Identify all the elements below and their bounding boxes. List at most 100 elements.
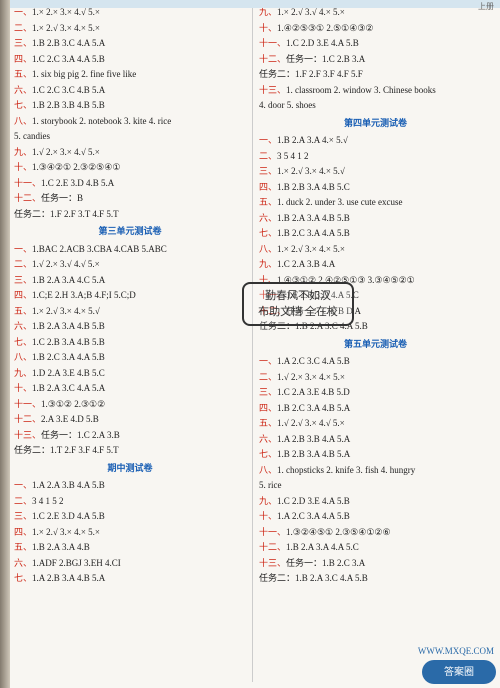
row-text: 1.A 2.B 3.B 4.A 5.A <box>277 434 350 444</box>
answer-row: 任务二：1.B 2.A 3.C 4.A 5.B <box>259 572 492 586</box>
row-number: 四、 <box>14 290 32 300</box>
row-text: 1.④②⑤③① 2.⑤①④③② <box>277 23 373 33</box>
row-number: 四、 <box>259 403 277 413</box>
row-text: 1.C 2.D 3.E 4.A 5.B <box>277 496 350 506</box>
answer-row: 六、1.B 2.A 3.A 4.B 5.B <box>259 212 492 226</box>
row-number: 一、 <box>14 244 32 254</box>
answer-row: 三、1.B 2.A 3.A 4.C 5.A <box>14 274 246 288</box>
page-spine <box>0 0 10 688</box>
row-number: 七、 <box>14 573 32 583</box>
row-text: 1.A 2.A 3.B 4.A 5.B <box>32 480 105 490</box>
row-text: 1.③④②① 2.③②⑤④① <box>32 162 120 172</box>
stamp-line2: 布助文档 全在校 <box>258 304 338 321</box>
answer-row: 一、1.A 2.A 3.B 4.A 5.B <box>14 479 246 493</box>
answer-row: 六、1.ADF 2.BGJ 3.EH 4.CI <box>14 557 246 571</box>
answer-row: 二、1.× 2.√ 3.× 4.× 5.× <box>14 22 246 36</box>
answer-row: 十三、任务一：1.B 2.C 3.A <box>259 557 492 571</box>
answer-row: 九、1.√ 2.× 3.× 4.√ 5.× <box>14 146 246 160</box>
row-text: 1.③①② 2.③①② <box>41 399 105 409</box>
row-text: 2.A 3.E 4.D 5.B <box>41 414 99 424</box>
row-text: 1.A 2.C 3.A 4.A 5.B <box>277 511 350 521</box>
row-number: 八、 <box>259 244 277 254</box>
row-number: 六、 <box>259 434 277 444</box>
row-number: 一、 <box>14 7 32 17</box>
row-number: 九、 <box>14 368 32 378</box>
top-right-label: 上册 <box>472 0 500 14</box>
row-text: 1.C 2.C 3.C 4.B 5.A <box>32 85 105 95</box>
row-text: 任务一：1.B 2.C 3.A <box>286 558 365 568</box>
watermark-badge: 答案圈 <box>422 660 496 684</box>
answer-row: 任务二：1.T 2.F 3.F 4.F 5.T <box>14 444 246 458</box>
answer-row: 八、1. storybook 2. notebook 3. kite 4. ri… <box>14 115 246 129</box>
row-number: 十、 <box>259 23 277 33</box>
row-number: 二、 <box>14 259 32 269</box>
row-number: 九、 <box>14 147 32 157</box>
row-number: 五、 <box>259 197 277 207</box>
row-text: 任务二：1.F 2.F 3.F 4.F 5.F <box>259 69 363 79</box>
row-number: 九、 <box>259 259 277 269</box>
answer-row: 十三、1. classroom 2. window 3. Chinese boo… <box>259 84 492 98</box>
row-text: 1.B 2.A 3.A 4.B 5.B <box>277 213 350 223</box>
answer-row: 五、1.B 2.A 3.A 4.B <box>14 541 246 555</box>
watermark-url: WWW.MXQE.COM <box>418 645 494 659</box>
row-text: 1.√ 2.× 3.× 4.× 5.× <box>277 372 345 382</box>
row-number: 十三、 <box>259 85 286 95</box>
answer-row: 三、1.C 2.E 3.D 4.A 5.B <box>14 510 246 524</box>
row-number: 十二、 <box>259 542 286 552</box>
row-number: 十一、 <box>14 178 41 188</box>
row-number: 十二、 <box>14 414 41 424</box>
row-number: 八、 <box>14 352 32 362</box>
row-text: 4. door 5. shoes <box>259 100 316 110</box>
row-number: 六、 <box>14 558 32 568</box>
row-number: 一、 <box>14 480 32 490</box>
row-number: 十、 <box>259 511 277 521</box>
row-text: 1.③②④⑤① 2.③⑤④①②⑥ <box>286 527 391 537</box>
answer-row: 十一、1.③②④⑤① 2.③⑤④①②⑥ <box>259 526 492 540</box>
row-text: 1.B 2.A 3.C 4.A 5.A <box>32 383 105 393</box>
row-text: 1. six big pig 2. fine five like <box>32 69 136 79</box>
row-text: 3 4 1 5 2 <box>32 496 64 506</box>
answer-row: 六、1.C 2.C 3.C 4.B 5.A <box>14 84 246 98</box>
row-text: 1.× 2.√ 3.× 4.× 5.√ <box>32 306 100 316</box>
row-text: 1. duck 2. under 3. use cute excuse <box>277 197 402 207</box>
row-text: 1.B 2.C 3.A 4.B 5.A <box>277 403 350 413</box>
row-number: 七、 <box>259 228 277 238</box>
answer-row: 十三、任务一：1.C 2.A 3.B <box>14 429 246 443</box>
row-number: 五、 <box>259 418 277 428</box>
answer-row: 任务二：1.F 2.F 3.F 4.F 5.F <box>259 68 492 82</box>
row-text: 1.× 2.√ 3.× 4.× 5.× <box>32 23 100 33</box>
row-text: 1.C;E 2.H 3.A;B 4.F;I 5.C;D <box>32 290 136 300</box>
row-text: 3 5 4 1 2 <box>277 151 309 161</box>
row-text: 1.C 2.E 3.D 4.B 5.A <box>41 178 114 188</box>
row-number: 六、 <box>14 321 32 331</box>
answer-row: 九、1.C 2.D 3.E 4.A 5.B <box>259 495 492 509</box>
row-text: 1.D 2.A 3.E 4.B 5.C <box>32 368 105 378</box>
row-text: 1.ADF 2.BGJ 3.EH 4.CI <box>32 558 121 568</box>
row-text: 1.BAC 2.ACB 3.CBA 4.CAB 5.ABC <box>32 244 167 254</box>
answer-row: 4. door 5. shoes <box>259 99 492 113</box>
row-text: 1.B 2.A 3.A 4.× 5.√ <box>277 135 348 145</box>
answer-row: 八、1.B 2.C 3.A 4.A 5.B <box>14 351 246 365</box>
row-text: 1.B 2.A 3.A 4.B <box>32 542 90 552</box>
answer-row: 二、1.√ 2.× 3.√ 4.√ 5.× <box>14 258 246 272</box>
row-text: 1. storybook 2. notebook 3. kite 4. rice <box>32 116 171 126</box>
row-text: 1.B 2.B 3.A 4.B 5.C <box>277 182 350 192</box>
row-number: 八、 <box>14 116 32 126</box>
row-number: 十一、 <box>259 527 286 537</box>
answer-row: 七、1.C 2.B 3.A 4.B 5.B <box>14 336 246 350</box>
row-text: 1.B 2.B 3.B 4.B 5.B <box>32 100 105 110</box>
answer-row: 十、1.B 2.A 3.C 4.A 5.A <box>14 382 246 396</box>
answer-row: 五、1. six big pig 2. fine five like <box>14 68 246 82</box>
row-text: 任务二：1.T 2.F 3.F 4.F 5.T <box>14 445 119 455</box>
row-text: 1.B 2.C 3.A 4.A 5.B <box>32 352 105 362</box>
row-text: 1.C 2.D 3.E 4.A 5.B <box>286 38 359 48</box>
row-text: 1.B 2.B 3.C 4.A 5.A <box>32 38 105 48</box>
row-text: 任务一：1.C 2.B 3.A <box>286 54 365 64</box>
answer-row: 六、1.A 2.B 3.B 4.A 5.A <box>259 433 492 447</box>
answer-row: 三、1.× 2.√ 3.× 4.× 5.√ <box>259 165 492 179</box>
row-number: 八、 <box>259 465 277 475</box>
row-text: 任务一：B <box>41 193 83 203</box>
row-text: 1.C 2.A 3.B 4.A <box>277 259 335 269</box>
row-text: 1.C 2.A 3.E 4.B 5.D <box>277 387 350 397</box>
row-text: 1.B 2.A 3.A 4.C 5.A <box>32 275 105 285</box>
